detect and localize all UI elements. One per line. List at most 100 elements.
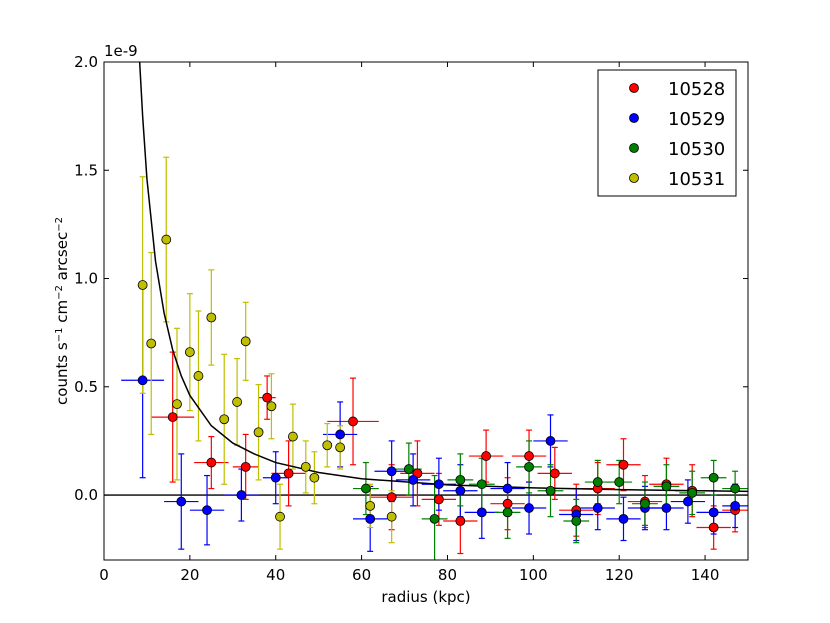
y-tick-label: 1.5 <box>74 161 98 179</box>
legend-box <box>597 69 737 197</box>
data-point <box>524 461 534 472</box>
x-axis-label: radius (kpc) <box>381 588 470 606</box>
data-point <box>708 507 719 518</box>
data-point <box>592 503 603 513</box>
data-point <box>335 429 346 440</box>
x-tick-label: 20 <box>180 566 199 584</box>
data-point <box>455 516 466 526</box>
y-label-text: arcsec <box>53 232 71 285</box>
data-point <box>571 516 582 526</box>
data-point <box>283 468 294 479</box>
x-tick-label: 140 <box>691 566 720 584</box>
axes-frame <box>103 61 749 561</box>
legend-label: 10528 <box>668 79 725 100</box>
data-point <box>193 371 204 381</box>
data-point <box>232 397 242 407</box>
data-point <box>161 234 172 245</box>
data-point <box>661 481 672 492</box>
data-point <box>429 513 440 524</box>
data-point <box>476 507 487 518</box>
data-point <box>455 474 466 485</box>
legend-marker <box>629 113 639 123</box>
y-label-text: counts s <box>53 342 71 405</box>
y-tick-label: 0.0 <box>74 486 98 504</box>
data-point <box>365 513 376 524</box>
data-point <box>206 312 217 323</box>
data-point <box>403 464 414 474</box>
data-point <box>309 472 320 483</box>
y-label-text: cm <box>53 300 71 328</box>
data-point <box>206 457 217 468</box>
data-point <box>172 399 182 410</box>
data-point <box>524 451 534 461</box>
data-point <box>545 436 556 446</box>
y-tick-label: 1.0 <box>74 270 98 288</box>
data-point <box>253 427 264 438</box>
data-point <box>502 498 513 509</box>
y-offset-label: 1e-9 <box>104 42 138 60</box>
y-tick-label: 2.0 <box>74 53 98 71</box>
x-tick-label: 120 <box>605 566 634 584</box>
data-point <box>240 336 251 347</box>
data-point <box>524 503 534 513</box>
data-point <box>433 479 444 490</box>
data-point <box>408 474 419 485</box>
data-point <box>266 401 277 412</box>
y-label-superscript: −1 <box>54 328 65 343</box>
legend-label: 10529 <box>668 109 725 130</box>
data-point <box>730 483 741 494</box>
x-tick-label: 40 <box>266 566 285 584</box>
x-tick-label: 60 <box>352 566 371 584</box>
data-point <box>300 461 311 472</box>
data-point <box>708 522 719 533</box>
data-point <box>348 416 358 427</box>
data-point <box>137 280 148 290</box>
data-point <box>614 477 625 487</box>
data-point <box>481 451 492 461</box>
data-point <box>146 338 157 349</box>
data-point <box>202 505 212 516</box>
data-point <box>455 485 466 496</box>
data-point <box>322 440 333 451</box>
data-point <box>687 487 698 498</box>
data-point <box>618 513 629 524</box>
data-point <box>386 492 397 503</box>
data-point <box>545 485 556 496</box>
y-label-superscript: −2 <box>54 285 65 300</box>
data-point <box>176 496 187 507</box>
legend-marker <box>629 83 639 93</box>
data-point <box>592 477 603 487</box>
data-point <box>476 479 487 490</box>
y-axis-label: counts s−1 cm−2 arcsec−2 <box>53 217 71 405</box>
y-tick-label: 0.5 <box>74 378 98 396</box>
x-tick-label: 80 <box>438 566 457 584</box>
data-point <box>730 500 741 511</box>
data-point <box>386 466 397 477</box>
data-point <box>682 496 693 507</box>
data-point <box>219 414 230 425</box>
data-point <box>184 347 195 358</box>
data-point <box>640 498 650 509</box>
data-point <box>240 461 251 472</box>
data-point <box>502 507 513 518</box>
x-tick-label: 100 <box>519 566 548 584</box>
legend-label: 10530 <box>668 139 725 160</box>
data-point <box>288 431 298 442</box>
data-point <box>137 375 148 386</box>
data-point <box>618 459 629 470</box>
data-point <box>708 472 719 483</box>
plot-layer <box>104 62 748 560</box>
data-point <box>433 494 444 505</box>
data-point <box>236 490 247 500</box>
data-point <box>270 472 281 483</box>
data-point <box>262 392 273 403</box>
legend-marker <box>629 143 639 153</box>
data-point <box>386 511 397 522</box>
overlay-layer: 0 20 40 60 80 100 120 140 0.0 0.5 1.0 1.5 2.0 10528 10… <box>74 53 748 584</box>
data-point <box>549 468 560 479</box>
data-point <box>661 503 672 513</box>
data-point <box>365 500 376 511</box>
y-label-superscript: −2 <box>54 217 65 232</box>
data-point <box>335 442 346 453</box>
data-point <box>502 483 513 494</box>
